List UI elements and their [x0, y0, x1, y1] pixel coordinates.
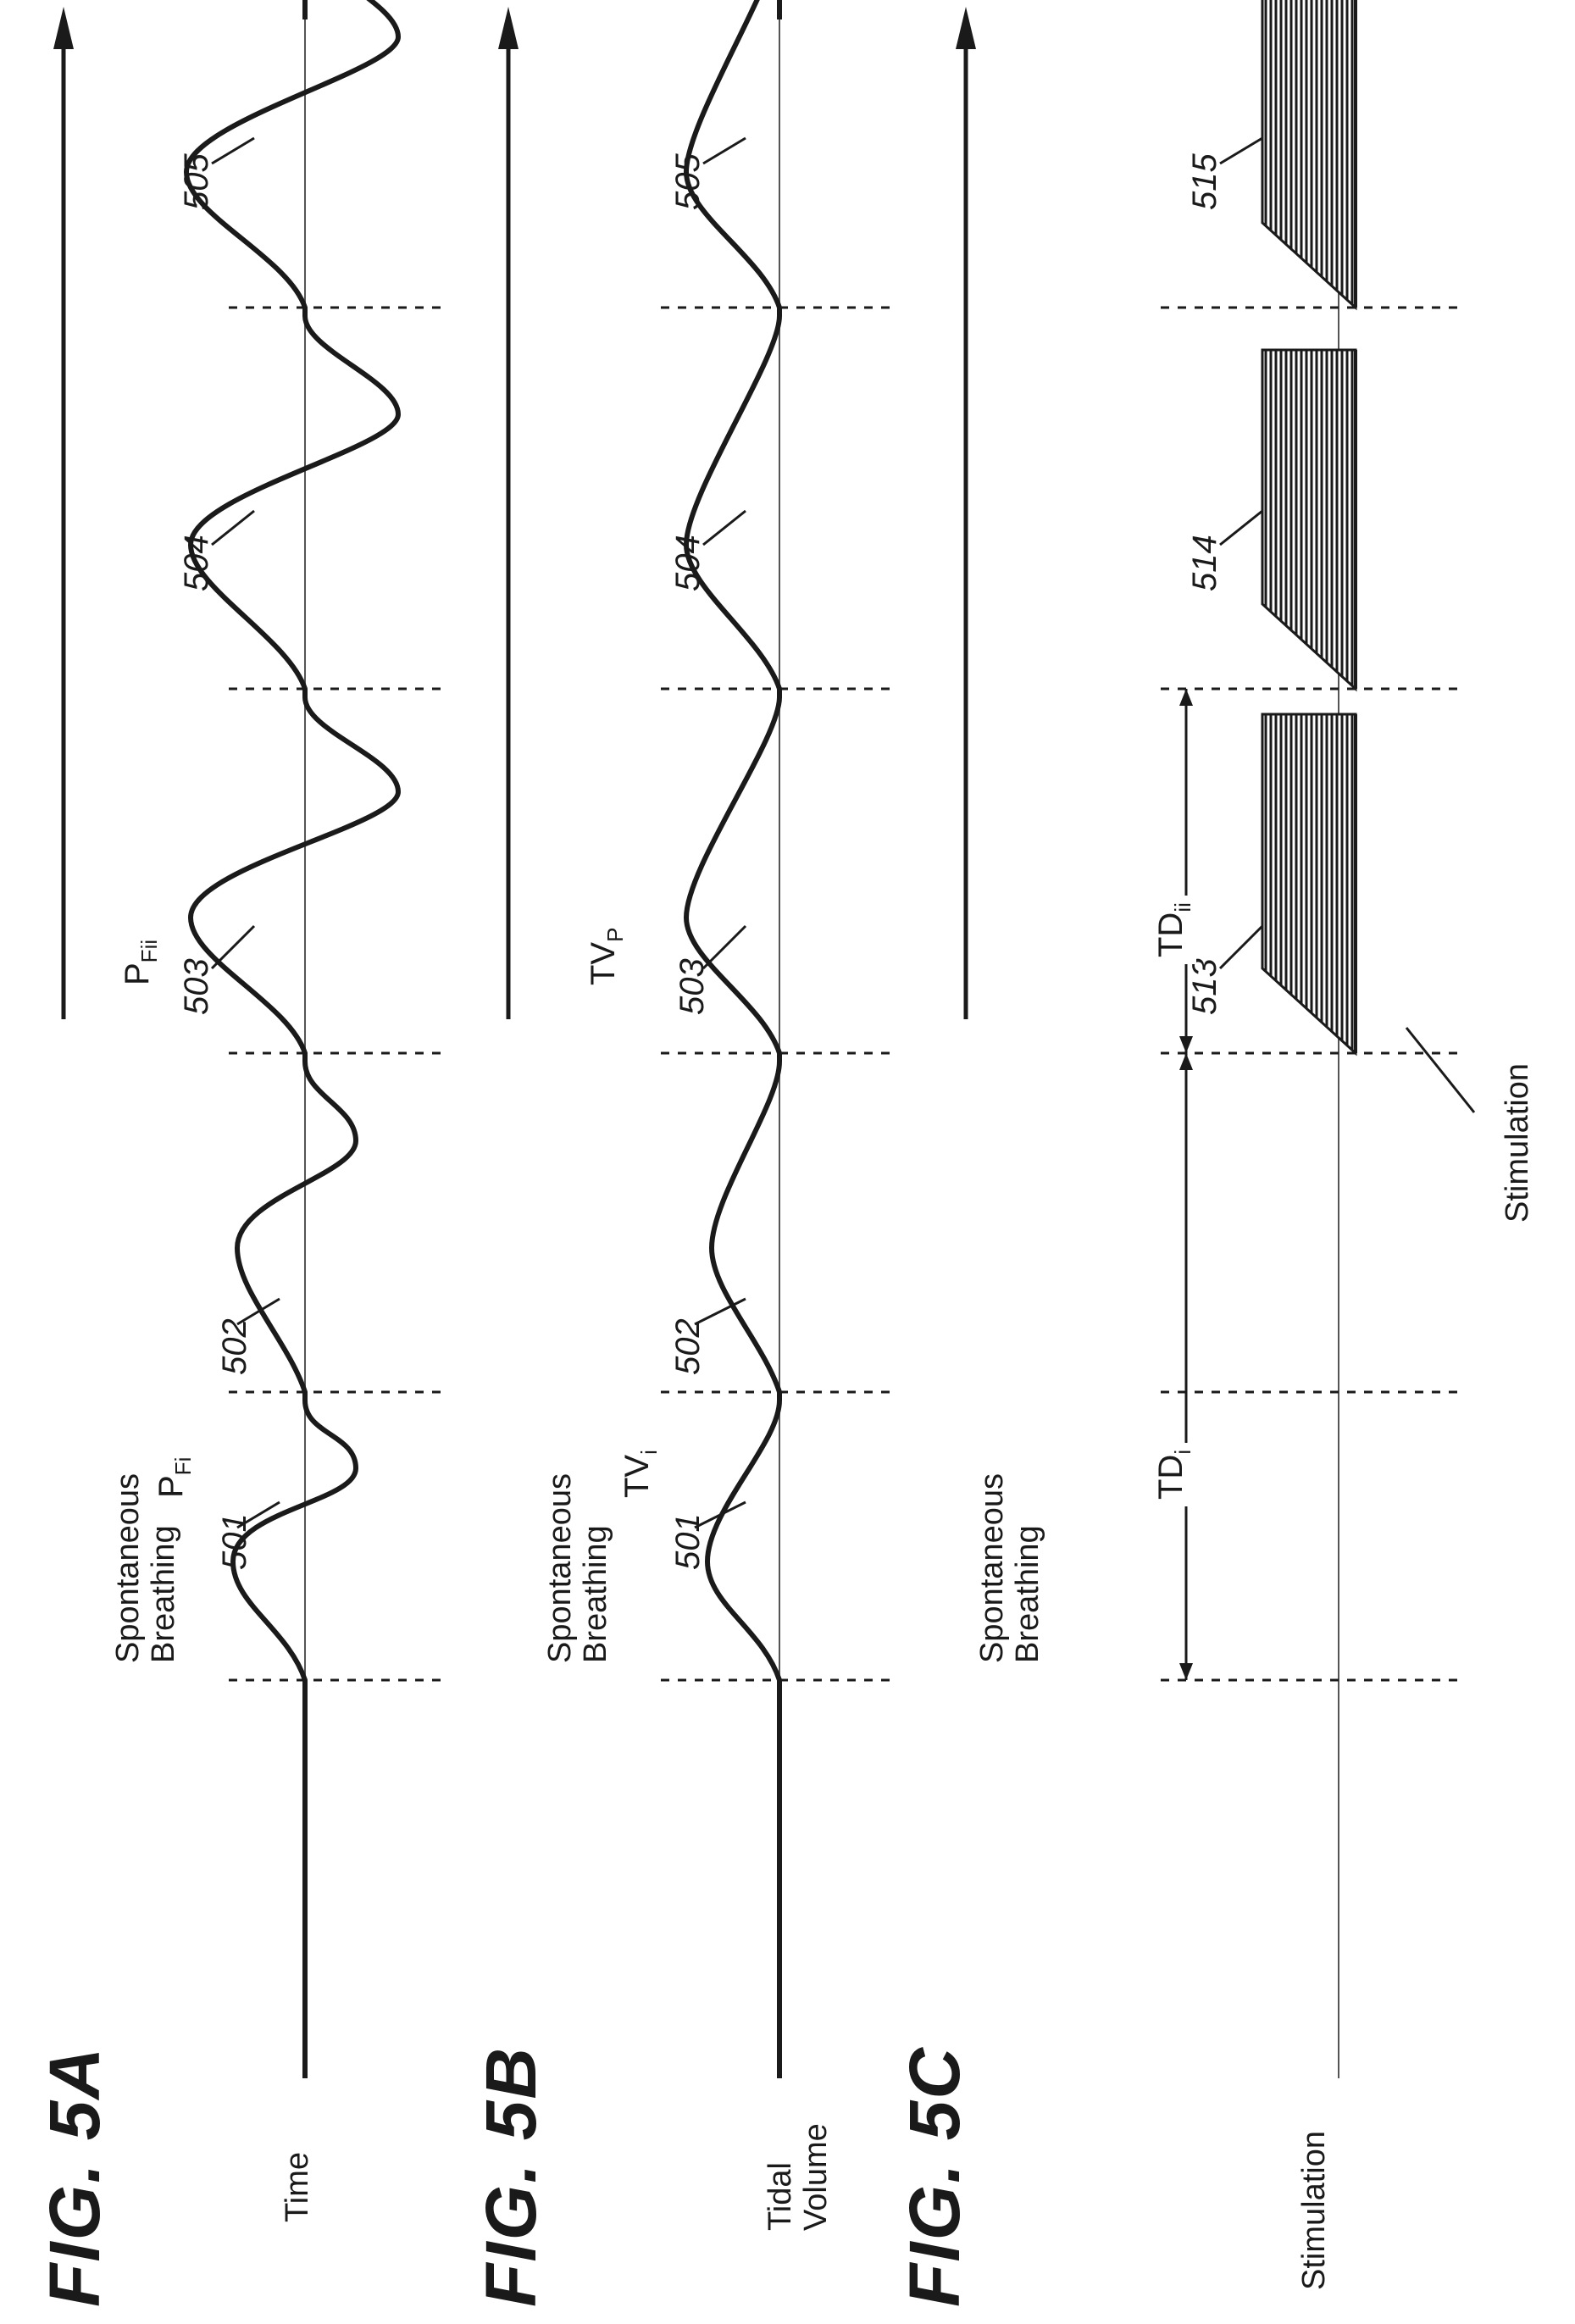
fig-5b-axis-label-line1: Tidal	[763, 2162, 798, 2231]
dimension-arrow-right-1	[1179, 689, 1193, 706]
symbol-tvi: TVi	[618, 1450, 662, 1498]
leader-line-12	[1219, 136, 1263, 165]
symbol-tdii: TDii	[1152, 896, 1196, 964]
symbol-pfii: PFii	[119, 939, 162, 985]
ref-5b-502: 502	[669, 1318, 707, 1375]
symbol-tdi: TDi	[1152, 1442, 1196, 1506]
baselines	[304, 19, 1339, 2078]
stimulation-callout-label: Stimulation	[1500, 1063, 1535, 1223]
time-arrow-head-2	[956, 7, 976, 49]
leader-line-3	[211, 509, 255, 546]
stimulation-burst-0	[1261, 713, 1357, 1057]
time-arrows	[53, 7, 976, 1019]
fig-5a-title: FIG. 5A	[35, 2045, 114, 2307]
fig-5b-axis-label-line2: Volume	[798, 2123, 834, 2231]
symbol-pfi: PFi	[153, 1456, 196, 1498]
leader-line-8	[702, 509, 746, 546]
leader-line-1	[236, 1297, 280, 1326]
ref-5a-502: 502	[216, 1318, 253, 1375]
waveforms	[184, 0, 782, 2078]
leader-line-9	[702, 136, 746, 165]
stimulation-burst-2	[1261, 0, 1357, 311]
fig-5b-title: FIG. 5B	[471, 2045, 551, 2307]
tidal-volume-waveform	[684, 0, 782, 2078]
fig-5c-note-line1: Spontaneous	[974, 1473, 1010, 1663]
fig-5a-note-line2: Breathing	[146, 1525, 181, 1663]
fig-5a-note-line1: Spontaneous	[110, 1473, 146, 1663]
fig-5c-note-line2: Breathing	[1010, 1525, 1045, 1663]
leader-line-10	[1218, 924, 1264, 970]
dimension-arrow-left-1	[1179, 1036, 1193, 1053]
ref-5c-514: 514	[1186, 535, 1223, 591]
ref-5b-501: 501	[669, 1513, 707, 1570]
fig-5c-axis-label: Stimulation	[1296, 2131, 1332, 2290]
stimulation-bursts	[1261, 0, 1357, 1057]
leader-line-6	[694, 1297, 746, 1326]
fig-5b-note-line1: Spontaneous	[542, 1473, 578, 1663]
dimension-arrow-left-0	[1179, 1663, 1193, 1680]
ref-5b-504: 504	[669, 535, 707, 591]
fig-5a-axis-label: Time	[280, 2151, 315, 2222]
leader-line-11	[1219, 509, 1263, 546]
ref-5a-503: 503	[178, 958, 215, 1015]
ref-5c-515: 515	[1186, 153, 1223, 210]
fig-5c-title: FIG. 5C	[895, 2045, 974, 2307]
time-arrow-head-0	[53, 7, 74, 49]
time-arrow-head-1	[498, 7, 519, 49]
leader-line-4	[211, 136, 255, 165]
dimension-arrow-right-0	[1179, 1053, 1193, 1070]
dimension-lines	[1179, 689, 1193, 1680]
pressure-waveform	[184, 0, 401, 2078]
leader-line-7	[702, 924, 747, 970]
leader-line-2	[210, 924, 256, 970]
leader-line-5	[694, 1500, 746, 1529]
reference-leader-lines	[210, 136, 1476, 1529]
leader-line-0	[236, 1500, 280, 1529]
ref-5b-503: 503	[674, 958, 711, 1015]
symbol-tvp: TVP	[585, 927, 628, 985]
ref-5b-505: 505	[669, 153, 707, 210]
ref-5c-513: 513	[1186, 958, 1223, 1015]
ref-5a-504: 504	[178, 535, 215, 591]
ref-5a-505: 505	[178, 153, 215, 210]
stimulation-burst-1	[1261, 348, 1357, 692]
fig-5b-note-line2: Breathing	[578, 1525, 613, 1663]
leader-line-13	[1405, 1027, 1476, 1113]
ref-5a-501: 501	[216, 1513, 253, 1570]
